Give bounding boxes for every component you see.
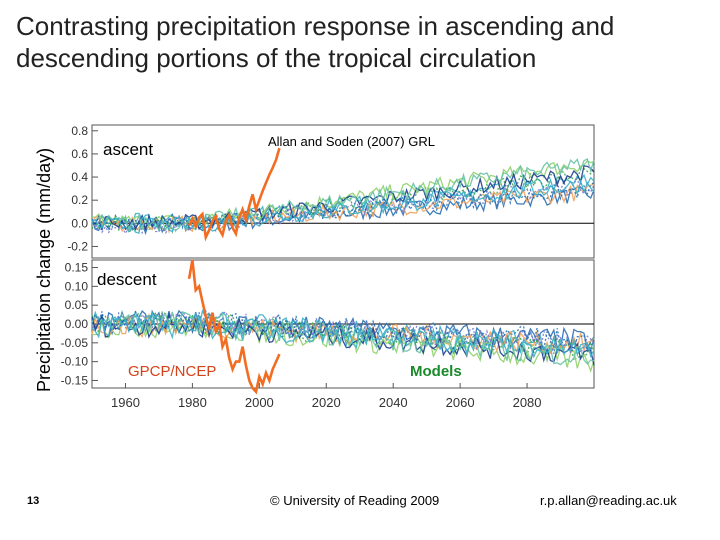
x-tick-label: 1960 bbox=[111, 395, 140, 410]
y-tick-label-descent: -0.15 bbox=[61, 373, 89, 387]
models-label: Models bbox=[410, 363, 462, 380]
descent-label: descent bbox=[97, 270, 157, 289]
x-tick-label: 1980 bbox=[178, 395, 207, 410]
slide-title: Contrasting precipitation response in as… bbox=[16, 11, 615, 73]
contact-email: r.p.allan@reading.ac.uk bbox=[540, 493, 677, 508]
y-tick-label-descent: 0.05 bbox=[65, 298, 89, 312]
observation-series-line bbox=[187, 259, 281, 395]
observations-label: GPCP/NCEP bbox=[128, 363, 216, 380]
y-tick-label-ascent: 0.6 bbox=[71, 147, 88, 161]
reference-label: Allan and Soden (2007) GRL bbox=[268, 134, 435, 149]
ascent-label: ascent bbox=[103, 140, 153, 159]
copyright-text: © University of Reading 2009 bbox=[270, 493, 440, 508]
y-tick-label-descent: -0.05 bbox=[61, 336, 89, 350]
y-tick-label-ascent: 0.8 bbox=[71, 124, 88, 138]
model-series-line bbox=[91, 165, 595, 233]
model-series-line bbox=[91, 309, 595, 355]
model-series-line bbox=[91, 158, 595, 233]
y-tick-label-descent: 0.00 bbox=[65, 317, 89, 331]
y-tick-label-ascent: 0.4 bbox=[71, 170, 88, 184]
x-tick-label: 2060 bbox=[446, 395, 475, 410]
x-tick-label: 2020 bbox=[312, 395, 341, 410]
y-tick-label-ascent: 0.2 bbox=[71, 193, 88, 207]
x-tick-label: 2000 bbox=[245, 395, 274, 410]
model-series-line bbox=[91, 313, 595, 359]
model-series-line bbox=[91, 310, 595, 362]
x-tick-label: 2040 bbox=[379, 395, 408, 410]
y-tick-label-descent: 0.15 bbox=[65, 261, 89, 275]
model-series-line bbox=[91, 178, 595, 235]
y-tick-label-descent: -0.10 bbox=[61, 355, 89, 369]
page-number: 13 bbox=[27, 495, 40, 507]
observation-series-line bbox=[187, 147, 281, 242]
model-series-line bbox=[91, 160, 595, 231]
y-tick-label-descent: 0.10 bbox=[65, 279, 89, 293]
y-tick-label-ascent: -0.2 bbox=[67, 239, 88, 253]
x-tick-label: 2080 bbox=[513, 395, 542, 410]
y-tick-label-ascent: 0.0 bbox=[71, 216, 88, 230]
model-series-line bbox=[91, 181, 595, 232]
